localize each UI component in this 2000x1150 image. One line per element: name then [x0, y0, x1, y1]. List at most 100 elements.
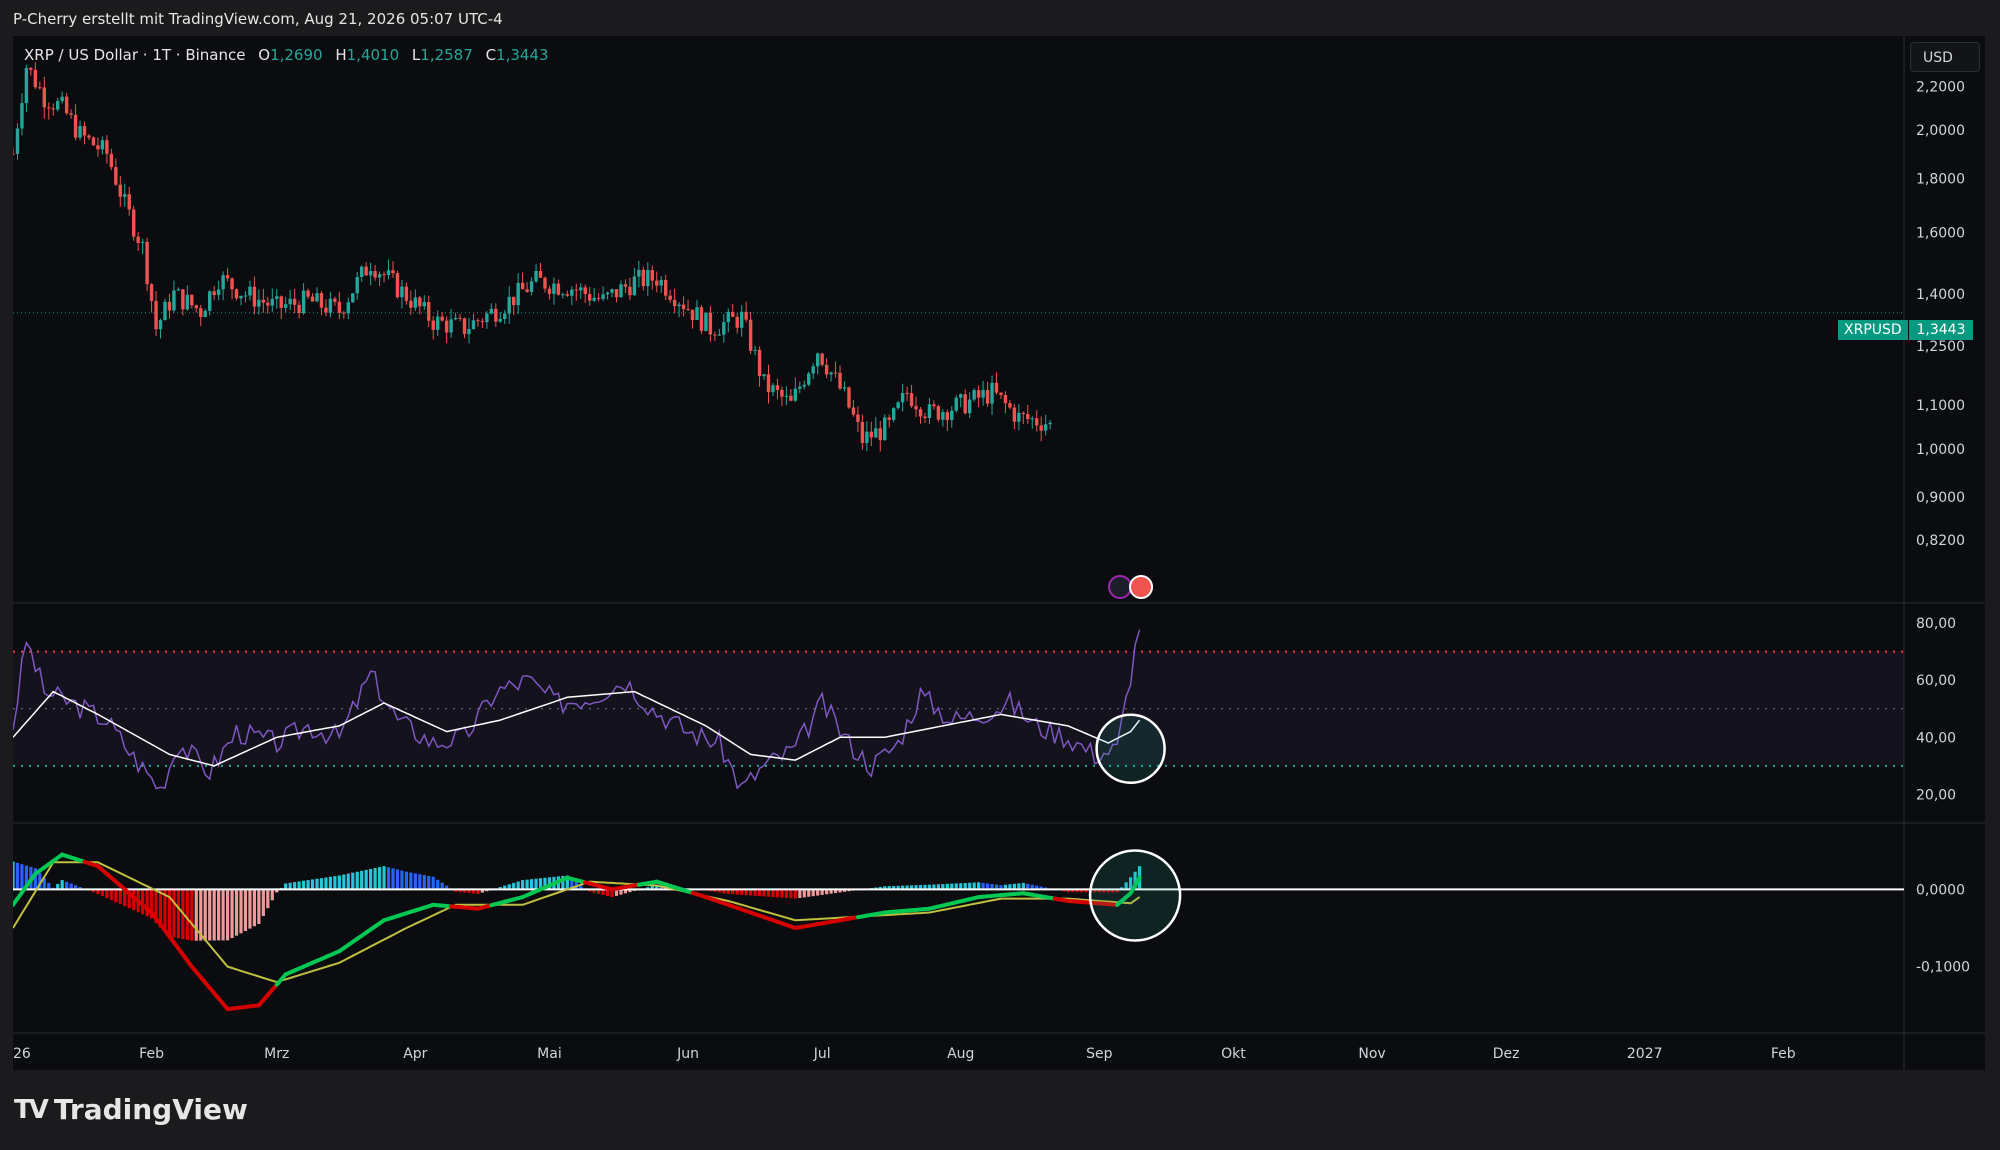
macd-histogram-bar — [525, 879, 529, 890]
candle-body — [561, 294, 565, 296]
macd-histogram-bar — [337, 875, 341, 890]
candle-body — [887, 417, 891, 420]
macd-histogram-bar — [842, 889, 847, 892]
legend-symbol[interactable]: XRP / US Dollar · 1T · Binance — [24, 46, 246, 64]
candle-body — [127, 194, 131, 210]
candle-body — [1012, 407, 1017, 422]
legend-low-label: L — [411, 46, 421, 64]
macd-histogram-bar — [1133, 871, 1137, 890]
macd-histogram-bar — [96, 889, 100, 894]
macd-histogram-bar — [726, 889, 730, 894]
macd-histogram-bar — [284, 883, 288, 890]
chart-area[interactable]: 2,2000 2,0000 1,8000 1,6000 1,4000 1,2500 1,10… — [13, 36, 1985, 1070]
candle-body — [587, 293, 592, 301]
macd-histogram-bar — [217, 889, 221, 941]
candle-body — [248, 286, 252, 296]
macd-histogram-bar — [802, 889, 806, 898]
candle-body — [713, 334, 717, 336]
macd-histogram-bar — [185, 889, 189, 940]
candle-body — [677, 304, 681, 307]
macd-histogram-bar — [516, 881, 520, 890]
candle-body — [185, 294, 190, 310]
candle-body — [820, 353, 824, 365]
candle-body — [494, 308, 498, 322]
candle-body — [69, 113, 73, 115]
macd-histogram-bar — [315, 878, 319, 890]
last-price-symbol: XRPUSD — [1838, 320, 1908, 340]
macd-histogram-bar — [918, 885, 923, 890]
macd-histogram-bar — [507, 884, 511, 890]
macd-histogram-bar — [610, 889, 614, 898]
candle-body — [695, 307, 699, 320]
macd-histogram-bar — [324, 877, 328, 890]
macd-histogram-bar — [386, 867, 391, 890]
candle-body — [145, 241, 149, 285]
currency-button[interactable]: USD — [1910, 42, 1980, 72]
macd-histogram-bar — [968, 882, 972, 890]
candle-body — [78, 126, 82, 138]
macd-histogram-bar — [65, 881, 69, 890]
candle-body — [927, 404, 932, 418]
candle-body — [704, 312, 708, 331]
macd-histogram-bar — [404, 871, 408, 890]
candle-body — [221, 275, 225, 290]
candle-body — [592, 297, 596, 301]
time-tick-label: Okt — [1221, 1046, 1246, 1062]
macd-histogram-bar — [628, 889, 632, 893]
candle-body — [203, 310, 207, 318]
candle-body — [132, 209, 136, 237]
candle-body — [60, 96, 64, 102]
macd-histogram-bar — [981, 882, 985, 890]
candle-body — [959, 394, 963, 398]
candle-body — [333, 298, 337, 302]
candle-body — [386, 270, 391, 275]
candle-body — [1003, 394, 1008, 404]
legend-high-label: H — [335, 46, 347, 64]
macd-histogram-bar — [351, 872, 355, 890]
macd-histogram-bar — [319, 878, 324, 890]
candle-body — [310, 296, 315, 302]
candle-body — [194, 305, 198, 309]
macd-histogram-bar — [744, 889, 748, 896]
candle-body — [538, 270, 543, 278]
macd-histogram-bar — [784, 889, 788, 899]
macd-histogram-bar — [445, 885, 449, 890]
macd-histogram-bar — [735, 889, 739, 895]
macd-histogram-bar — [538, 878, 543, 890]
macd-histogram-bar — [1124, 882, 1128, 890]
candle-body — [967, 399, 972, 414]
candle-body — [212, 291, 216, 296]
macd-histogram-bar — [145, 889, 149, 917]
time-tick-label: Jun — [676, 1046, 699, 1062]
candle-body — [364, 266, 368, 276]
macd-histogram-bar — [1079, 889, 1084, 893]
candle-body — [945, 412, 950, 421]
macd-histogram-bar — [306, 880, 310, 890]
macd-histogram-bar — [722, 889, 726, 894]
candle-body — [735, 316, 739, 328]
macd-histogram-bar — [829, 889, 833, 894]
rsi-tick-label: 80,00 — [1916, 616, 1956, 632]
candle-body — [798, 386, 802, 389]
candle-body — [574, 289, 578, 291]
footer — [0, 1070, 2000, 1150]
candle-body — [458, 317, 462, 319]
macd-histogram-bar — [328, 876, 333, 890]
candle-body — [663, 279, 668, 296]
candle-body — [96, 145, 100, 150]
chart-canvas[interactable]: 2,2000 2,0000 1,8000 1,6000 1,4000 1,2500 1,10… — [13, 36, 1985, 1070]
candle-body — [462, 318, 467, 335]
candle-body — [681, 304, 686, 310]
tradingview-logo[interactable]: TV TradingView — [14, 1093, 248, 1126]
macd-histogram-bar — [901, 885, 905, 890]
candle-body — [395, 273, 400, 298]
macd-histogram-bar — [342, 874, 346, 890]
candle-body — [780, 389, 784, 397]
macd-histogram-bar — [234, 889, 239, 936]
attribution-text: P-Cherry erstellt mit TradingView.com, A… — [13, 10, 503, 28]
candle-body — [570, 289, 574, 296]
candle-body — [717, 334, 722, 336]
macd-histogram-bar — [355, 871, 359, 890]
candle-body — [619, 284, 623, 298]
macd-histogram-bar — [579, 885, 583, 890]
